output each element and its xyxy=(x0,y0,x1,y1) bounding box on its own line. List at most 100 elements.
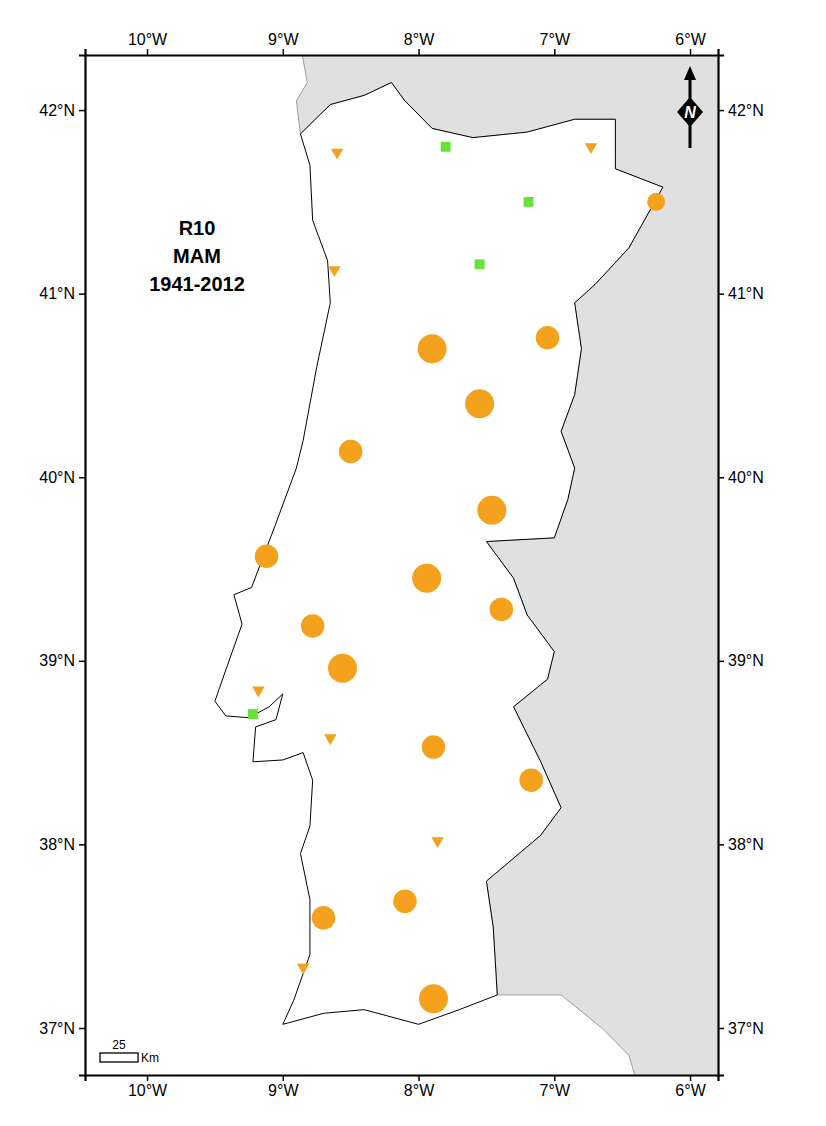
station-triangle xyxy=(252,687,264,698)
tick: 38°N xyxy=(39,836,85,853)
tick-label: 8°W xyxy=(404,31,435,48)
station-circle xyxy=(412,564,441,593)
tick: 9°W xyxy=(268,31,299,55)
tick-mark xyxy=(79,844,85,846)
axis-right: 37°N 38°N 39°N 40°N 41°N 42°N xyxy=(718,56,764,1076)
north-arrow-head xyxy=(684,66,696,80)
station-circle xyxy=(418,334,447,363)
tick: 7°W xyxy=(540,31,571,55)
station-circle xyxy=(393,890,417,914)
tick-mark xyxy=(690,1075,692,1081)
station-circle xyxy=(477,496,506,525)
axis-bottom: 10°W 9°W 8°W 7°W 6°W xyxy=(86,1075,719,1099)
tick-mark xyxy=(79,477,85,479)
axis-line xyxy=(86,49,719,56)
tick-mark xyxy=(690,49,692,55)
tick-mark xyxy=(718,477,724,479)
tick: 40°N xyxy=(39,469,85,486)
tick-label: 9°W xyxy=(268,1082,299,1099)
tick-mark xyxy=(718,661,724,663)
station-triangle xyxy=(585,143,597,154)
tick: 40°N xyxy=(718,469,764,486)
tick: 41°N xyxy=(39,285,85,302)
tick: 6°W xyxy=(675,31,706,55)
tick-label: 6°W xyxy=(675,1082,706,1099)
tick-mark xyxy=(283,1075,285,1081)
station-square xyxy=(524,197,534,207)
tick: 41°N xyxy=(718,285,764,302)
map-canvas: 10°W 9°W 8°W 7°W 6°W 10°W 9°W 8°W 7°W 6°W 37°N 38°N… xyxy=(0,0,826,1126)
station-circle xyxy=(419,984,448,1013)
tick: 8°W xyxy=(404,31,435,55)
tick-label: 7°W xyxy=(540,31,571,48)
station-triangle xyxy=(324,734,336,745)
tick-mark xyxy=(418,49,420,55)
tick-label: 6°W xyxy=(675,31,706,48)
title-line: MAM xyxy=(173,245,221,267)
tick-mark xyxy=(418,1075,420,1081)
station-square xyxy=(248,709,258,719)
tick: 10°W xyxy=(128,1075,168,1099)
tick: 37°N xyxy=(718,1020,764,1037)
tick-label: 40°N xyxy=(728,469,764,486)
tick-label: 37°N xyxy=(39,1020,75,1037)
tick-label: 38°N xyxy=(728,836,764,853)
station-circle xyxy=(422,735,446,759)
tick-mark xyxy=(718,110,724,112)
tick: 10°W xyxy=(128,31,168,55)
north-label: N xyxy=(684,104,696,121)
portugal xyxy=(215,83,663,1025)
tick-mark xyxy=(554,1075,556,1081)
tick-mark xyxy=(79,661,85,663)
station-circle xyxy=(519,768,543,792)
tick: 42°N xyxy=(39,102,85,119)
station-triangle xyxy=(297,964,309,975)
scale-bar-unit: Km xyxy=(141,1051,159,1065)
station-circle xyxy=(490,598,513,622)
tick-label: 42°N xyxy=(39,102,75,119)
tick: 38°N xyxy=(718,836,764,853)
tick-mark xyxy=(147,1075,149,1081)
station-circle xyxy=(536,326,560,350)
station-circle xyxy=(312,906,336,930)
station-circle xyxy=(647,193,665,211)
tick-mark xyxy=(554,49,556,55)
tick-label: 9°W xyxy=(268,31,299,48)
tick-label: 40°N xyxy=(39,469,75,486)
tick-label: 41°N xyxy=(39,285,75,302)
station-circle xyxy=(255,544,279,568)
tick-label: 10°W xyxy=(128,31,168,48)
north-arrow-diamond xyxy=(677,97,703,127)
station-circle xyxy=(465,389,494,418)
station-circle xyxy=(328,654,357,683)
tick: 9°W xyxy=(268,1075,299,1099)
axis-left: 37°N38°N39°N40°N41°N42°N xyxy=(39,56,85,1076)
scale-bar-value: 25 xyxy=(112,1038,126,1052)
tick-label: 39°N xyxy=(728,652,764,669)
north-arrow: N xyxy=(677,66,703,148)
tick-label: 7°W xyxy=(540,1082,571,1099)
tick: 39°N xyxy=(718,652,764,669)
station-triangle xyxy=(431,837,443,848)
axis-line xyxy=(719,56,725,1076)
tick-mark xyxy=(79,1028,85,1030)
scale-bar-rect xyxy=(100,1053,138,1062)
tick-mark xyxy=(79,110,85,112)
axis-line xyxy=(86,1076,719,1082)
station-circle xyxy=(339,440,363,464)
tick-label: 8°W xyxy=(404,1082,435,1099)
station-triangle xyxy=(328,266,340,277)
title-line: 1941-2012 xyxy=(149,273,245,295)
tick-label: 38°N xyxy=(39,836,75,853)
tick-label: 10°W xyxy=(128,1082,168,1099)
tick: 37°N xyxy=(39,1020,85,1037)
tick-label: 41°N xyxy=(728,285,764,302)
tick: 6°W xyxy=(675,1075,706,1099)
station-square xyxy=(441,142,451,152)
tick: 7°W xyxy=(540,1075,571,1099)
tick-mark xyxy=(718,1028,724,1030)
tick-mark xyxy=(718,844,724,846)
scale-bar: 25 Km xyxy=(100,1038,159,1065)
tick-label: 42°N xyxy=(728,102,764,119)
tick: 42°N xyxy=(718,102,764,119)
